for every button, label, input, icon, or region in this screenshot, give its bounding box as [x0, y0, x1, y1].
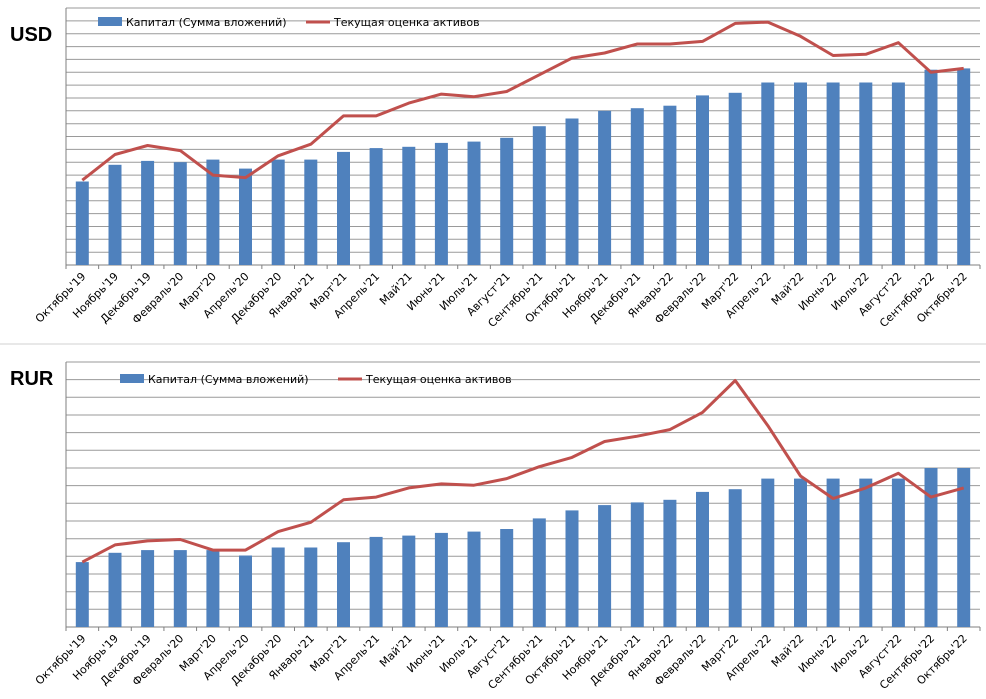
- legend-bar-label: Капитал (Сумма вложений): [148, 373, 309, 386]
- bar-15: [565, 118, 579, 265]
- bar-22: [794, 478, 807, 627]
- bar-26: [924, 69, 938, 265]
- bar-11: [434, 142, 448, 265]
- bar-9: [369, 536, 383, 627]
- bar-2: [141, 160, 155, 265]
- bar-5: [239, 555, 252, 627]
- bar-16: [598, 110, 612, 265]
- bar-4: [206, 159, 220, 265]
- bar-1: [108, 552, 122, 627]
- bar-24: [859, 478, 873, 627]
- legend-line-label: Текущая оценка активов: [333, 16, 480, 29]
- bar-7: [304, 159, 318, 265]
- bar-7: [304, 547, 318, 627]
- bar-4: [206, 550, 220, 627]
- bar-11: [434, 532, 448, 627]
- currency-label: USD: [10, 24, 52, 46]
- bar-8: [337, 151, 350, 265]
- bar-6: [271, 547, 285, 627]
- bar-9: [369, 148, 383, 265]
- legend-bar-label: Капитал (Сумма вложений): [126, 16, 287, 29]
- bar-8: [337, 542, 350, 627]
- bar-22: [794, 82, 807, 265]
- bar-13: [500, 137, 514, 265]
- bar-20: [728, 489, 742, 627]
- bar-13: [500, 529, 514, 627]
- bar-0: [75, 181, 89, 265]
- bar-5: [239, 168, 252, 265]
- bar-15: [565, 510, 579, 627]
- legend: Капитал (Сумма вложений) Текущая оценка а…: [120, 373, 512, 386]
- bar-10: [402, 146, 416, 265]
- bar-25: [891, 82, 905, 265]
- bar-23: [826, 82, 840, 265]
- bar-12: [467, 141, 481, 265]
- bar-18: [663, 105, 677, 265]
- bar-23: [826, 478, 840, 627]
- legend: Капитал (Сумма вложений) Текущая оценка а…: [98, 16, 480, 29]
- bar-25: [891, 478, 905, 627]
- bar-3: [173, 550, 187, 627]
- chart-usd: Октябрь'19Ноябрь'19Декабрь'19Февраль'20М…: [10, 7, 981, 330]
- legend-line-label: Текущая оценка активов: [365, 373, 512, 386]
- bar-1: [108, 164, 122, 265]
- bar-18: [663, 499, 677, 627]
- line-series: [81, 20, 964, 182]
- legend-bar-swatch: [120, 374, 144, 383]
- bar-24: [859, 82, 873, 265]
- chart-rur: Октябрь'19Ноябрь'19Декабрь'19Февраль'20М…: [10, 361, 981, 692]
- bar-2: [141, 550, 155, 627]
- bar-14: [532, 126, 546, 265]
- bar-10: [402, 535, 416, 627]
- bar-21: [761, 82, 775, 265]
- bar-19: [696, 491, 709, 627]
- currency-label: RUR: [10, 368, 54, 390]
- bar-0: [75, 562, 89, 627]
- bar-6: [271, 159, 285, 265]
- bar-17: [630, 108, 644, 265]
- bar-21: [761, 478, 775, 627]
- bar-20: [728, 92, 742, 265]
- line-series: [81, 379, 965, 564]
- bar-19: [696, 95, 709, 266]
- bar-12: [467, 531, 481, 627]
- bar-27: [957, 468, 971, 627]
- bar-3: [173, 162, 187, 265]
- bar-26: [924, 468, 938, 627]
- bar-17: [630, 502, 644, 627]
- bar-27: [957, 68, 971, 266]
- legend-bar-swatch: [98, 17, 122, 26]
- bar-14: [532, 518, 546, 627]
- bar-16: [598, 505, 612, 627]
